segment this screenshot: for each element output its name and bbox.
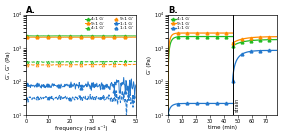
Text: A.: A. bbox=[26, 6, 36, 15]
Legend: 4:1 G′, 9:1 G′, 1:1 G′: 4:1 G′, 9:1 G′, 1:1 G′ bbox=[170, 17, 190, 31]
Y-axis label: G′, G″ (Pa): G′, G″ (Pa) bbox=[6, 51, 10, 79]
Text: strain: strain bbox=[235, 98, 240, 112]
X-axis label: frequency (rad s⁻¹): frequency (rad s⁻¹) bbox=[55, 125, 107, 131]
Text: B.: B. bbox=[168, 6, 178, 15]
Legend: 4:1 G′, 9:1 G′, 4:1 G″, 9:1 G″, 1:1 G′, 1:1 G″: 4:1 G′, 9:1 G′, 4:1 G″, 9:1 G″, 1:1 G′, … bbox=[85, 17, 134, 31]
X-axis label: time (min): time (min) bbox=[208, 125, 237, 130]
Y-axis label: G′ (Pa): G′ (Pa) bbox=[147, 56, 152, 74]
